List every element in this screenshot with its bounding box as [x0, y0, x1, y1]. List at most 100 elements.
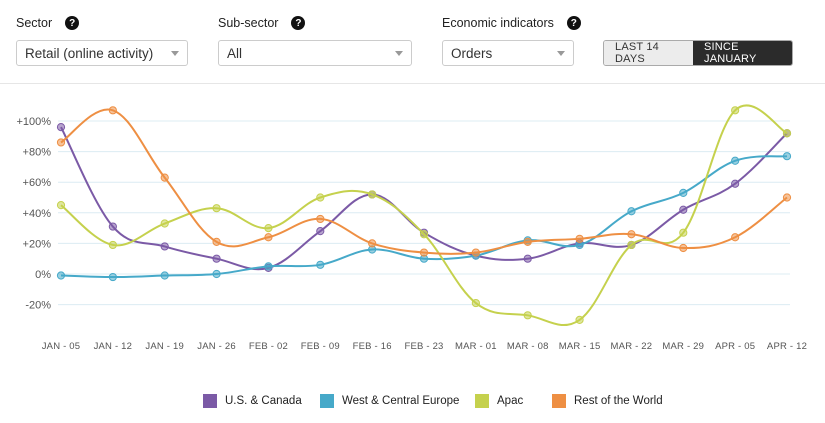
last-14-days-button[interactable]: LAST 14 DAYS [604, 41, 693, 65]
y-tick-label: -20% [25, 300, 51, 312]
data-point [316, 227, 325, 236]
x-tick-label: FEB - 02 [249, 341, 288, 352]
data-point [782, 129, 792, 138]
economic-indicators-select-value: Orders [451, 45, 493, 61]
data-point [471, 298, 480, 308]
legend-label: U.S. & Canada [225, 395, 302, 407]
data-point [212, 204, 221, 213]
data-point [679, 205, 688, 214]
data-point [368, 239, 377, 248]
y-tick-label: 0% [35, 269, 51, 281]
x-tick-label: MAR - 01 [455, 341, 497, 352]
sector-help-icon[interactable]: ? [65, 16, 80, 30]
data-point [471, 248, 480, 257]
data-point [523, 311, 532, 320]
legend-swatch [320, 394, 334, 408]
x-tick-label: JAN - 12 [94, 341, 133, 352]
data-point [264, 224, 273, 233]
data-point [679, 243, 688, 253]
data-point [523, 237, 532, 246]
series-line [60, 104, 788, 326]
chart-legend: U.S. & Canada West & Central Europe Apac Re… [0, 394, 825, 410]
legend-item[interactable]: Apac [475, 394, 523, 408]
x-tick-label: FEB - 16 [353, 341, 392, 352]
data-point [160, 242, 169, 251]
data-point [627, 207, 636, 216]
data-point [523, 254, 532, 263]
x-tick-label: MAR - 15 [559, 341, 601, 352]
x-tick-label: APR - 12 [767, 341, 807, 352]
sector-select-value: Retail (online activity) [25, 45, 154, 61]
legend-swatch [552, 394, 566, 408]
x-tick-label: MAR - 08 [507, 341, 549, 352]
data-point [731, 179, 740, 188]
time-range-toggle: LAST 14 DAYS SINCE JANUARY [603, 40, 793, 66]
data-point [731, 156, 740, 165]
data-point [212, 237, 221, 246]
legend-item[interactable]: Rest of the World [552, 394, 663, 408]
y-tick-label: +40% [23, 208, 52, 220]
x-tick-label: FEB - 09 [301, 341, 340, 352]
data-point [419, 230, 429, 239]
data-point [731, 106, 740, 115]
data-point [264, 233, 273, 242]
sub-sector-help-icon[interactable]: ? [291, 16, 306, 30]
since-january-button[interactable]: SINCE JANUARY [693, 41, 792, 65]
data-point [419, 248, 429, 257]
y-tick-label: +20% [23, 238, 52, 250]
sector-select[interactable]: Retail (online activity) [16, 40, 188, 66]
data-point [782, 152, 792, 161]
chevron-down-icon [557, 50, 565, 56]
data-point [108, 240, 117, 250]
sector-filter: Sector ? Retail (online activity) [16, 14, 188, 66]
data-point [627, 230, 636, 239]
y-tick-label: +60% [23, 177, 52, 189]
data-point [160, 271, 169, 280]
data-point [316, 260, 325, 269]
data-point [108, 222, 117, 231]
legend-label: West & Central Europe [342, 395, 460, 407]
data-point [575, 315, 584, 324]
sub-sector-select-value: All [227, 45, 243, 61]
x-tick-label: MAR - 22 [611, 341, 653, 352]
data-point [108, 272, 117, 282]
data-point [212, 254, 221, 263]
data-point [679, 228, 688, 237]
legend-label: Apac [497, 395, 524, 407]
x-tick-label: FEB - 23 [404, 341, 443, 352]
data-point [160, 219, 169, 228]
economic-indicators-select[interactable]: Orders [442, 40, 574, 66]
chevron-down-icon [395, 50, 403, 56]
economic-indicators-help-icon[interactable]: ? [566, 16, 581, 30]
sector-label: Sector ? [16, 14, 188, 32]
legend-swatch [475, 394, 489, 408]
header-divider [0, 83, 825, 84]
sub-sector-select[interactable]: All [218, 40, 412, 66]
data-point [731, 233, 740, 242]
sub-sector-label: Sub-sector ? [218, 14, 412, 32]
data-point [679, 188, 688, 198]
y-tick-label: +100% [16, 116, 51, 128]
legend-item[interactable]: U.S. & Canada [203, 394, 302, 408]
data-point [56, 123, 66, 132]
x-tick-label: APR - 05 [715, 341, 755, 352]
data-point [56, 138, 66, 147]
legend-swatch [203, 394, 217, 408]
legend-label: Rest of the World [574, 395, 663, 407]
x-tick-label: JAN - 26 [197, 341, 236, 352]
data-point [108, 106, 117, 115]
data-point [316, 193, 325, 202]
x-tick-label: JAN - 19 [145, 341, 184, 352]
data-point [575, 234, 584, 243]
data-point [264, 262, 273, 271]
data-point [212, 269, 221, 279]
data-point [316, 214, 325, 224]
y-tick-label: +80% [23, 147, 52, 159]
data-point [160, 173, 169, 182]
legend-item[interactable]: West & Central Europe [320, 394, 459, 408]
x-tick-label: MAR - 29 [662, 341, 704, 352]
x-tick-label: JAN - 05 [42, 341, 81, 352]
data-point [56, 271, 66, 280]
data-point [782, 193, 792, 202]
data-point [368, 190, 377, 199]
